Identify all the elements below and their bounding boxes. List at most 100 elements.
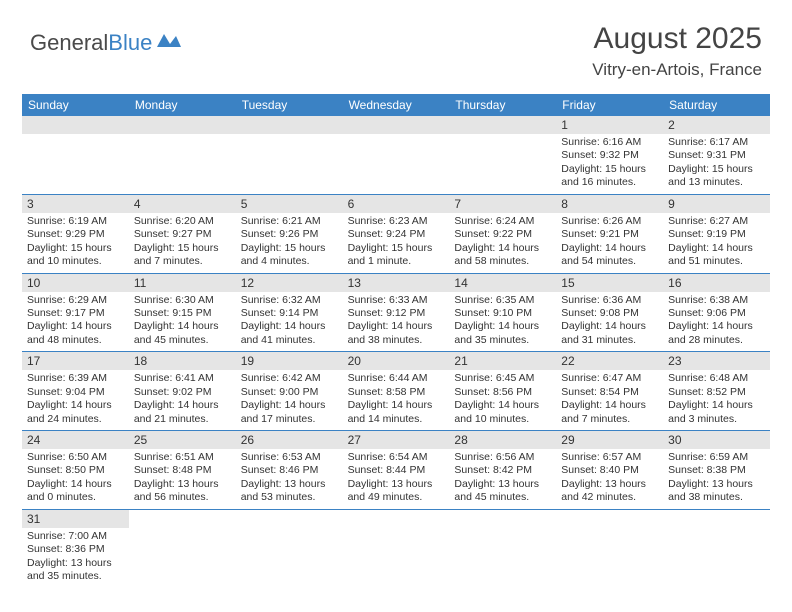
sunrise-text: Sunrise: 6:26 AM <box>561 215 658 228</box>
day-cell: 16Sunrise: 6:38 AMSunset: 9:06 PMDayligh… <box>663 274 770 352</box>
daylight-text: and 49 minutes. <box>348 491 445 504</box>
sunrise-text: Sunrise: 6:29 AM <box>27 294 124 307</box>
sunrise-text: Sunrise: 6:21 AM <box>241 215 338 228</box>
empty-day-number <box>236 116 343 134</box>
day-cell <box>22 116 129 194</box>
daylight-text: Daylight: 13 hours <box>241 478 338 491</box>
day-header: Tuesday <box>236 94 343 116</box>
day-cell <box>129 510 236 588</box>
sunset-text: Sunset: 9:32 PM <box>561 149 658 162</box>
day-number: 12 <box>236 274 343 292</box>
day-header: Monday <box>129 94 236 116</box>
day-cell <box>663 510 770 588</box>
day-number: 30 <box>663 431 770 449</box>
day-cell <box>449 510 556 588</box>
day-number: 19 <box>236 352 343 370</box>
sunrise-text: Sunrise: 6:41 AM <box>134 372 231 385</box>
day-details: Sunrise: 6:33 AMSunset: 9:12 PMDaylight:… <box>343 292 450 352</box>
sunset-text: Sunset: 9:24 PM <box>348 228 445 241</box>
day-number: 4 <box>129 195 236 213</box>
day-details: Sunrise: 6:17 AMSunset: 9:31 PMDaylight:… <box>663 134 770 194</box>
sunrise-text: Sunrise: 6:53 AM <box>241 451 338 464</box>
day-number: 6 <box>343 195 450 213</box>
day-cell: 15Sunrise: 6:36 AMSunset: 9:08 PMDayligh… <box>556 274 663 352</box>
daylight-text: Daylight: 15 hours <box>668 163 765 176</box>
day-details: Sunrise: 6:19 AMSunset: 9:29 PMDaylight:… <box>22 213 129 273</box>
day-number: 14 <box>449 274 556 292</box>
week-row: 24Sunrise: 6:50 AMSunset: 8:50 PMDayligh… <box>22 431 770 510</box>
sunset-text: Sunset: 9:22 PM <box>454 228 551 241</box>
daylight-text: and 53 minutes. <box>241 491 338 504</box>
daylight-text: Daylight: 14 hours <box>241 399 338 412</box>
daylight-text: Daylight: 14 hours <box>134 320 231 333</box>
sunset-text: Sunset: 8:42 PM <box>454 464 551 477</box>
day-number: 21 <box>449 352 556 370</box>
sunrise-text: Sunrise: 6:51 AM <box>134 451 231 464</box>
day-header: Sunday <box>22 94 129 116</box>
day-cell <box>343 510 450 588</box>
daylight-text: and 17 minutes. <box>241 413 338 426</box>
sunrise-text: Sunrise: 6:35 AM <box>454 294 551 307</box>
daylight-text: and 54 minutes. <box>561 255 658 268</box>
sunset-text: Sunset: 9:06 PM <box>668 307 765 320</box>
daylight-text: Daylight: 14 hours <box>668 320 765 333</box>
daylight-text: Daylight: 14 hours <box>454 320 551 333</box>
day-number: 31 <box>22 510 129 528</box>
day-details: Sunrise: 6:32 AMSunset: 9:14 PMDaylight:… <box>236 292 343 352</box>
daylight-text: and 10 minutes. <box>27 255 124 268</box>
day-details: Sunrise: 6:29 AMSunset: 9:17 PMDaylight:… <box>22 292 129 352</box>
sunrise-text: Sunrise: 6:30 AM <box>134 294 231 307</box>
daylight-text: and 41 minutes. <box>241 334 338 347</box>
sunset-text: Sunset: 9:02 PM <box>134 386 231 399</box>
sunrise-text: Sunrise: 6:48 AM <box>668 372 765 385</box>
sunrise-text: Sunrise: 6:42 AM <box>241 372 338 385</box>
daylight-text: and 7 minutes. <box>561 413 658 426</box>
daylight-text: Daylight: 13 hours <box>348 478 445 491</box>
day-number: 11 <box>129 274 236 292</box>
day-number: 7 <box>449 195 556 213</box>
day-number: 18 <box>129 352 236 370</box>
daylight-text: Daylight: 13 hours <box>134 478 231 491</box>
sunrise-text: Sunrise: 6:50 AM <box>27 451 124 464</box>
day-cell: 10Sunrise: 6:29 AMSunset: 9:17 PMDayligh… <box>22 274 129 352</box>
day-number: 22 <box>556 352 663 370</box>
sunrise-text: Sunrise: 6:23 AM <box>348 215 445 228</box>
daylight-text: Daylight: 13 hours <box>27 557 124 570</box>
day-number: 26 <box>236 431 343 449</box>
day-cell: 12Sunrise: 6:32 AMSunset: 9:14 PMDayligh… <box>236 274 343 352</box>
sunset-text: Sunset: 9:08 PM <box>561 307 658 320</box>
sunset-text: Sunset: 8:48 PM <box>134 464 231 477</box>
sunset-text: Sunset: 9:12 PM <box>348 307 445 320</box>
day-cell: 4Sunrise: 6:20 AMSunset: 9:27 PMDaylight… <box>129 195 236 273</box>
sunrise-text: Sunrise: 6:33 AM <box>348 294 445 307</box>
day-number: 5 <box>236 195 343 213</box>
day-cell <box>236 510 343 588</box>
day-header: Friday <box>556 94 663 116</box>
day-details: Sunrise: 6:54 AMSunset: 8:44 PMDaylight:… <box>343 449 450 509</box>
sunset-text: Sunset: 9:00 PM <box>241 386 338 399</box>
day-details: Sunrise: 6:21 AMSunset: 9:26 PMDaylight:… <box>236 213 343 273</box>
day-details: Sunrise: 6:30 AMSunset: 9:15 PMDaylight:… <box>129 292 236 352</box>
day-cell <box>129 116 236 194</box>
weeks-container: 1Sunrise: 6:16 AMSunset: 9:32 PMDaylight… <box>22 116 770 588</box>
sunset-text: Sunset: 9:27 PM <box>134 228 231 241</box>
sunrise-text: Sunrise: 6:59 AM <box>668 451 765 464</box>
sunset-text: Sunset: 9:04 PM <box>27 386 124 399</box>
day-number: 16 <box>663 274 770 292</box>
sunrise-text: Sunrise: 6:38 AM <box>668 294 765 307</box>
sunset-text: Sunset: 8:46 PM <box>241 464 338 477</box>
day-cell: 29Sunrise: 6:57 AMSunset: 8:40 PMDayligh… <box>556 431 663 509</box>
daylight-text: Daylight: 14 hours <box>27 478 124 491</box>
calendar: Sunday Monday Tuesday Wednesday Thursday… <box>22 94 770 588</box>
empty-day-number <box>343 116 450 134</box>
sunset-text: Sunset: 9:15 PM <box>134 307 231 320</box>
day-cell: 30Sunrise: 6:59 AMSunset: 8:38 PMDayligh… <box>663 431 770 509</box>
daylight-text: Daylight: 15 hours <box>241 242 338 255</box>
daylight-text: and 28 minutes. <box>668 334 765 347</box>
day-cell: 23Sunrise: 6:48 AMSunset: 8:52 PMDayligh… <box>663 352 770 430</box>
day-cell: 25Sunrise: 6:51 AMSunset: 8:48 PMDayligh… <box>129 431 236 509</box>
sunset-text: Sunset: 8:54 PM <box>561 386 658 399</box>
daylight-text: and 24 minutes. <box>27 413 124 426</box>
day-details: Sunrise: 6:38 AMSunset: 9:06 PMDaylight:… <box>663 292 770 352</box>
sunrise-text: Sunrise: 6:24 AM <box>454 215 551 228</box>
